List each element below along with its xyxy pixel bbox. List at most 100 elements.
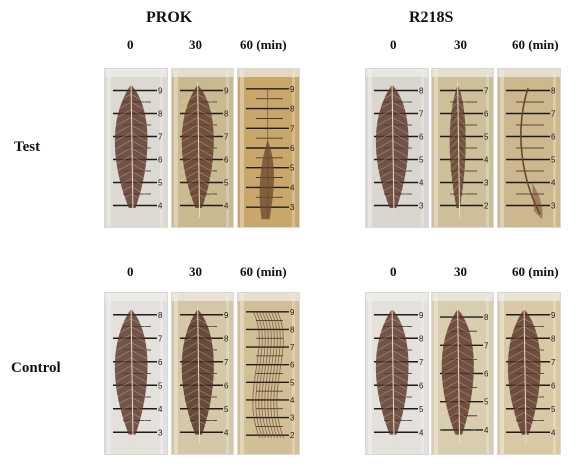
vial-photo-prok-test-60: 9 8 7 6 5 4 3 (237, 68, 300, 228)
feather (374, 81, 411, 218)
scale-number: 8 (419, 334, 424, 343)
scale-number: 7 (484, 341, 489, 350)
scale-number: 7 (158, 334, 163, 343)
scale-number: 9 (419, 311, 424, 320)
time-label: 30 (454, 37, 467, 52)
vial-drawing: 8 7 6 5 4 3 (498, 69, 560, 227)
feather (259, 87, 274, 220)
scale-number: 5 (551, 405, 556, 414)
scale-number: 5 (290, 164, 295, 173)
vial-drawing: 8 7 6 5 4 3 (105, 293, 167, 454)
scale-number: 9 (290, 85, 295, 94)
feather (252, 312, 285, 439)
scale-number: 6 (158, 156, 163, 165)
scale-number: 5 (158, 179, 163, 188)
feather (374, 305, 411, 445)
feather (113, 81, 150, 218)
scale-number: 7 (419, 110, 424, 119)
scale-number: 3 (290, 414, 295, 423)
scale-number: 7 (551, 358, 556, 367)
feather (448, 81, 467, 218)
scale-number: 5 (224, 179, 229, 188)
scale-number: 8 (419, 87, 424, 96)
vial-drawing: 9 8 7 6 5 4 3 (238, 69, 299, 227)
vial-photo-r218s-test-0: 8 7 6 5 4 3 (365, 68, 429, 228)
scale-number: 9 (551, 311, 556, 320)
vial-photo-r218s-control-0: 9 8 7 6 5 4 (365, 292, 429, 455)
feather (439, 305, 476, 445)
scale-number: 3 (158, 428, 163, 437)
scale-number: 6 (551, 133, 556, 142)
vial-drawing: 9 8 7 6 5 4 (172, 293, 233, 454)
feather (520, 87, 543, 220)
feather (113, 305, 150, 445)
scale-number: 3 (419, 202, 424, 211)
vial-photo-prok-control-60: 9 8 7 6 5 4 3 2 (237, 292, 300, 455)
scale-number: 7 (290, 343, 295, 352)
scale-number: 5 (290, 378, 295, 387)
scale-number: 8 (551, 87, 556, 96)
row-label-test: Test (14, 139, 41, 155)
scale-number: 9 (224, 311, 229, 320)
scale-number: 8 (290, 105, 295, 114)
scale-number: 8 (484, 313, 489, 322)
scale-number: 7 (484, 87, 489, 96)
scale-number: 6 (290, 144, 295, 153)
scale-number: 4 (551, 428, 556, 437)
vial-drawing: 8 7 6 5 4 (432, 293, 493, 454)
scale-number: 7 (224, 358, 229, 367)
scale-number: 5 (419, 405, 424, 414)
scale-number: 4 (551, 179, 556, 188)
time-label: 0 (390, 37, 397, 52)
scale-number: 6 (158, 358, 163, 367)
vial-drawing: 8 7 6 5 4 3 (366, 69, 428, 227)
scale-number: 4 (224, 428, 229, 437)
scale-number: 4 (419, 428, 424, 437)
vial-photo-prok-control-0: 8 7 6 5 4 3 (104, 292, 168, 455)
scale-number: 6 (484, 110, 489, 119)
scale-number: 5 (419, 156, 424, 165)
time-label: 0 (390, 264, 397, 279)
time-label: 30 (189, 37, 202, 52)
scale-number: 9 (290, 308, 295, 317)
time-label: 0 (127, 264, 134, 279)
feather (506, 305, 543, 445)
scale-number: 5 (224, 405, 229, 414)
scale-number: 8 (158, 311, 163, 320)
vial-photo-r218s-control-30: 8 7 6 5 4 (431, 292, 494, 455)
scale-number: 5 (484, 398, 489, 407)
vial-photo-r218s-test-60: 8 7 6 5 4 3 (497, 68, 561, 228)
scale-number: 8 (551, 334, 556, 343)
group-title-prok: PROK (146, 9, 193, 26)
scale-number: 8 (224, 110, 229, 119)
scale-number: 2 (484, 202, 489, 211)
scale-number: 4 (484, 156, 489, 165)
scale-number: 4 (419, 179, 424, 188)
feather (179, 305, 216, 445)
scale-number: 3 (484, 179, 489, 188)
scale-number: 9 (224, 87, 229, 96)
time-label: 60 (min) (240, 37, 287, 52)
scale-number: 2 (290, 431, 295, 440)
scale-number: 6 (224, 156, 229, 165)
scale-number: 3 (551, 202, 556, 211)
scale-number: 7 (224, 133, 229, 142)
time-label: 30 (189, 264, 202, 279)
vial-drawing: 9 8 7 6 5 4 (105, 69, 167, 227)
scale-number: 5 (484, 133, 489, 142)
vial-photo-prok-control-30: 9 8 7 6 5 4 (171, 292, 234, 455)
time-label: 0 (127, 37, 134, 52)
scale-number: 6 (419, 133, 424, 142)
scale-number: 4 (290, 396, 295, 405)
group-title-r218s: R218S (409, 9, 454, 26)
scale-number: 7 (290, 124, 295, 133)
scale-number: 8 (224, 334, 229, 343)
scale-number: 4 (484, 426, 489, 435)
scale-number: 9 (158, 87, 163, 96)
scale-number: 4 (224, 202, 229, 211)
vial-photo-r218s-test-30: 7 6 5 4 3 2 (431, 68, 494, 228)
scale-number: 4 (290, 183, 295, 192)
row-label-control: Control (11, 360, 61, 376)
scale-number: 6 (419, 381, 424, 390)
vial-photo-r218s-control-60: 9 8 7 6 5 4 (497, 292, 561, 455)
